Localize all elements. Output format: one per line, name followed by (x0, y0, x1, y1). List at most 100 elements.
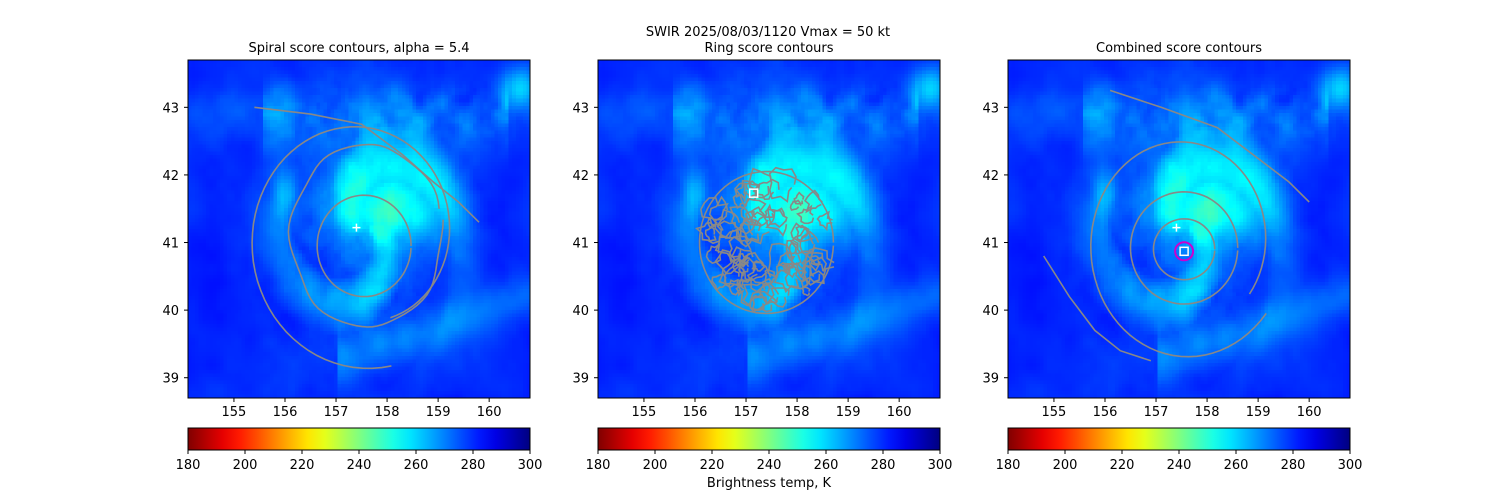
ring-contour (695, 221, 724, 245)
x-tick-label: 156 (273, 405, 298, 420)
spiral-contour (287, 143, 444, 328)
brightness-heatmap (1008, 60, 1350, 398)
colorbar-tick-label: 240 (347, 458, 372, 473)
ring-contour (801, 286, 811, 297)
colorbar-tick-label: 260 (404, 458, 429, 473)
x-tick-label: 159 (836, 405, 861, 420)
ring-contour (743, 210, 758, 225)
panel-2: Ring score contours 155 156 157 158 159 160 39 4… (572, 41, 952, 491)
ring-contour (734, 179, 760, 208)
spiral-contour (316, 194, 412, 298)
x-tick-label: 158 (1195, 405, 1220, 420)
colorbar (187, 427, 531, 451)
ring-contour (728, 235, 752, 263)
y-tick-label: 39 (572, 372, 589, 387)
colorbar-tick-label: 220 (700, 458, 725, 473)
ring-contour (809, 255, 821, 266)
ring-contour (718, 260, 745, 288)
square-marker (1179, 246, 1189, 257)
contours (1043, 89, 1310, 362)
ring-contour (698, 170, 835, 315)
y-tick-label: 41 (982, 237, 999, 252)
y-tick-label: 43 (572, 101, 589, 116)
ring-contour (816, 210, 833, 232)
colorbar-tick-label: 280 (1281, 458, 1306, 473)
y-tick-label: 41 (162, 237, 179, 252)
brightness-heatmap (598, 60, 940, 398)
colorbar-tick-label: 260 (814, 458, 839, 473)
colorbar-tick-label: 300 (928, 458, 953, 473)
ring-contour (743, 180, 761, 199)
x-tick-label: 155 (632, 405, 657, 420)
ring-contour (738, 251, 768, 282)
panel-title: Combined score contours (1096, 41, 1262, 56)
ring-contour (789, 199, 802, 211)
colorbar-label: Brightness temp, K (707, 476, 832, 491)
contours (251, 106, 480, 370)
ring-contour (729, 205, 757, 235)
combined-contour (1152, 218, 1216, 281)
ring-contour (767, 242, 793, 278)
x-tick-label: 159 (1246, 405, 1271, 420)
axes-frame (597, 59, 941, 399)
ring-contour (749, 290, 779, 313)
x-tick-label: 155 (222, 405, 247, 420)
y-tick-label: 42 (982, 169, 999, 184)
ring-contour (801, 258, 824, 284)
ring-contour (796, 204, 815, 225)
x-tick-label: 159 (426, 405, 451, 420)
ring-contour (714, 249, 741, 275)
ring-contour (765, 209, 788, 237)
brightness-heatmap (188, 60, 530, 398)
y-tick-label: 39 (162, 372, 179, 387)
ring-contour (738, 277, 766, 307)
y-tick-label: 43 (162, 101, 179, 116)
spiral-contour (254, 106, 480, 223)
ring-marker (1174, 241, 1195, 262)
panel-title: Spiral score contours, alpha = 5.4 (248, 41, 469, 56)
x-tick-label: 158 (785, 405, 810, 420)
ring-contour (704, 225, 717, 242)
ring-contour (751, 260, 765, 272)
axes-frame (187, 59, 531, 399)
figure-suptitle: SWIR 2025/08/03/1120 Vmax = 50 kt (646, 25, 890, 40)
colorbar-tick-label: 240 (757, 458, 782, 473)
combined-contour (1089, 141, 1267, 358)
center-plus-marker (352, 223, 361, 232)
colorbar-tick-label: 180 (996, 458, 1021, 473)
panel-1: Spiral score contours, alpha = 5.4 155 156… (162, 41, 542, 473)
colorbar-tick-label: 200 (643, 458, 668, 473)
colorbar-tick-label: 220 (1110, 458, 1135, 473)
x-tick-label: 160 (887, 405, 912, 420)
colorbar (597, 427, 941, 451)
square-marker (748, 188, 759, 198)
colorbar-tick-label: 200 (233, 458, 258, 473)
y-tick-label: 40 (982, 304, 999, 319)
colorbar-tick-label: 300 (518, 458, 543, 473)
spiral-contour (251, 126, 451, 370)
ring-contour (758, 282, 780, 305)
ring-contour (705, 243, 722, 264)
combined-contour (1129, 190, 1239, 305)
ring-contour (746, 261, 774, 293)
x-tick-label: 155 (1042, 405, 1067, 420)
x-tick-label: 160 (477, 405, 502, 420)
colorbar-tick-label: 280 (871, 458, 896, 473)
y-tick-label: 43 (982, 101, 999, 116)
ring-contour (804, 189, 823, 214)
ring-contour (790, 222, 814, 243)
combined-contour (1109, 89, 1310, 203)
ring-contour (735, 217, 762, 243)
y-tick-label: 41 (572, 237, 589, 252)
colorbar-tick-label: 180 (176, 458, 201, 473)
x-tick-label: 156 (683, 405, 708, 420)
y-tick-label: 39 (982, 372, 999, 387)
colorbar-tick-label: 300 (1338, 458, 1363, 473)
axes-frame (1007, 59, 1351, 399)
y-tick-label: 40 (572, 304, 589, 319)
ring-contour (787, 241, 799, 255)
ring-contour (708, 195, 729, 221)
ring-contour (795, 264, 815, 289)
center-plus-marker (1172, 223, 1181, 232)
